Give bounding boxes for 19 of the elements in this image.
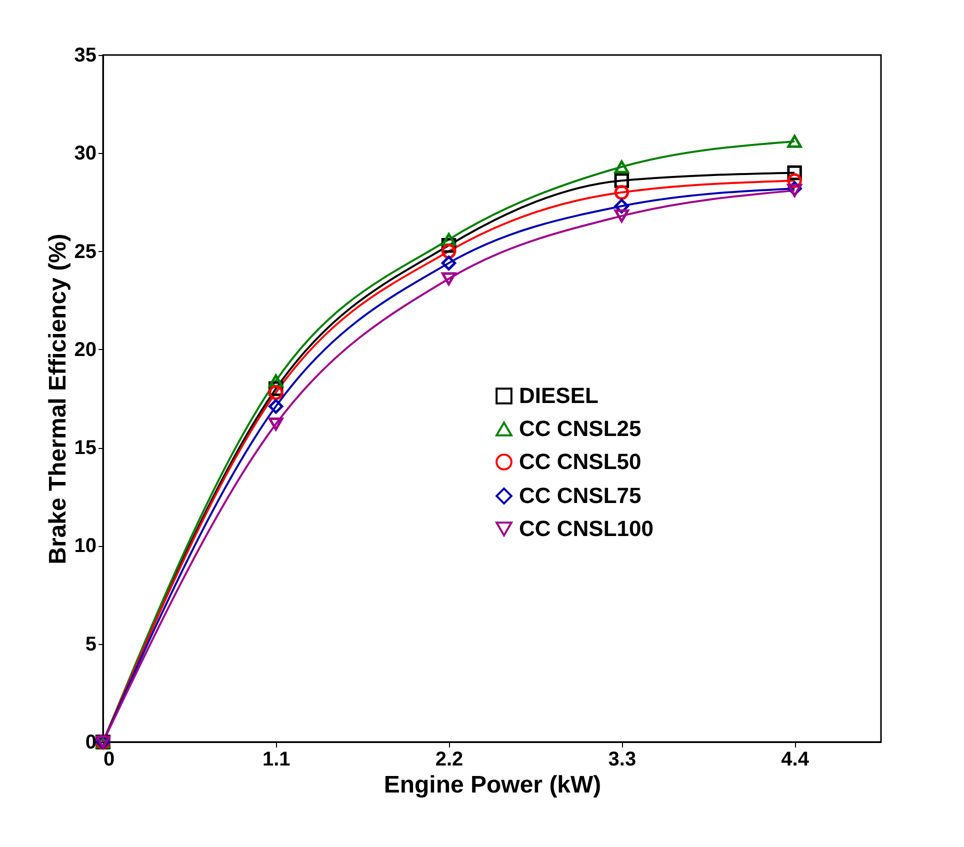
y-tick-label: 10 bbox=[74, 535, 96, 558]
y-tick-label: 20 bbox=[74, 338, 96, 361]
y-tick-label: 5 bbox=[85, 633, 96, 656]
x-tick-label: 3.3 bbox=[608, 748, 636, 770]
x-tick-label: 4.4 bbox=[781, 748, 810, 770]
x-tick-label: 2.2 bbox=[435, 748, 464, 770]
legend-label: DIESEL bbox=[519, 383, 598, 408]
x-tick-label: 0 bbox=[104, 748, 115, 770]
legend-label: CC CNSL100 bbox=[519, 516, 654, 541]
legend-label: CC CNSL25 bbox=[519, 416, 642, 441]
y-tick-label: 35 bbox=[74, 44, 96, 66]
y-tick-label: 15 bbox=[74, 437, 96, 460]
x-axis-title: Engine Power (kW) bbox=[384, 772, 602, 798]
legend-label: CC CNSL75 bbox=[519, 483, 642, 508]
y-tick-label: 25 bbox=[74, 240, 96, 263]
y-axis-title: Brake Thermal Efficiency (%) bbox=[44, 234, 72, 564]
y-tick-label: 30 bbox=[74, 142, 96, 165]
x-tick-label: 1.1 bbox=[262, 748, 290, 770]
legend-label: CC CNSL50 bbox=[519, 449, 642, 474]
